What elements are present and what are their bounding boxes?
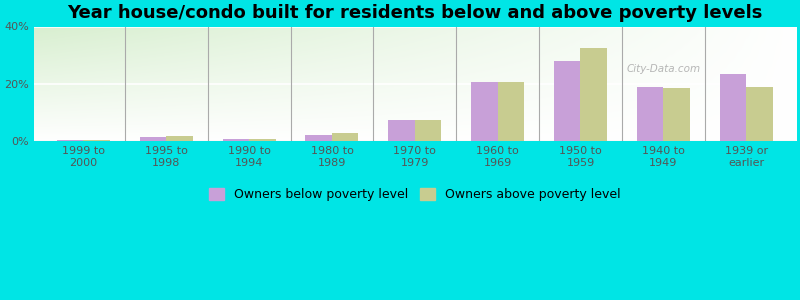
Bar (415, 121, 442, 141)
Bar (166, 136, 193, 141)
Bar (222, 139, 249, 141)
Legend: Owners below poverty level, Owners above poverty level: Owners below poverty level, Owners above… (209, 188, 621, 201)
Bar (83, 140, 110, 141)
Bar (720, 74, 746, 141)
Bar (57, 140, 83, 141)
Bar (388, 120, 415, 141)
Title: Year house/condo built for residents below and above poverty levels: Year house/condo built for residents bel… (67, 4, 762, 22)
Bar (140, 137, 166, 141)
Bar (332, 133, 358, 141)
Bar (249, 139, 276, 141)
Bar (306, 135, 332, 141)
Bar (637, 87, 663, 141)
Bar (498, 82, 524, 141)
Bar (471, 82, 498, 141)
Bar (663, 88, 690, 141)
Bar (581, 48, 607, 141)
Bar (554, 61, 581, 141)
Bar (746, 87, 773, 141)
Text: City-Data.com: City-Data.com (627, 64, 701, 74)
